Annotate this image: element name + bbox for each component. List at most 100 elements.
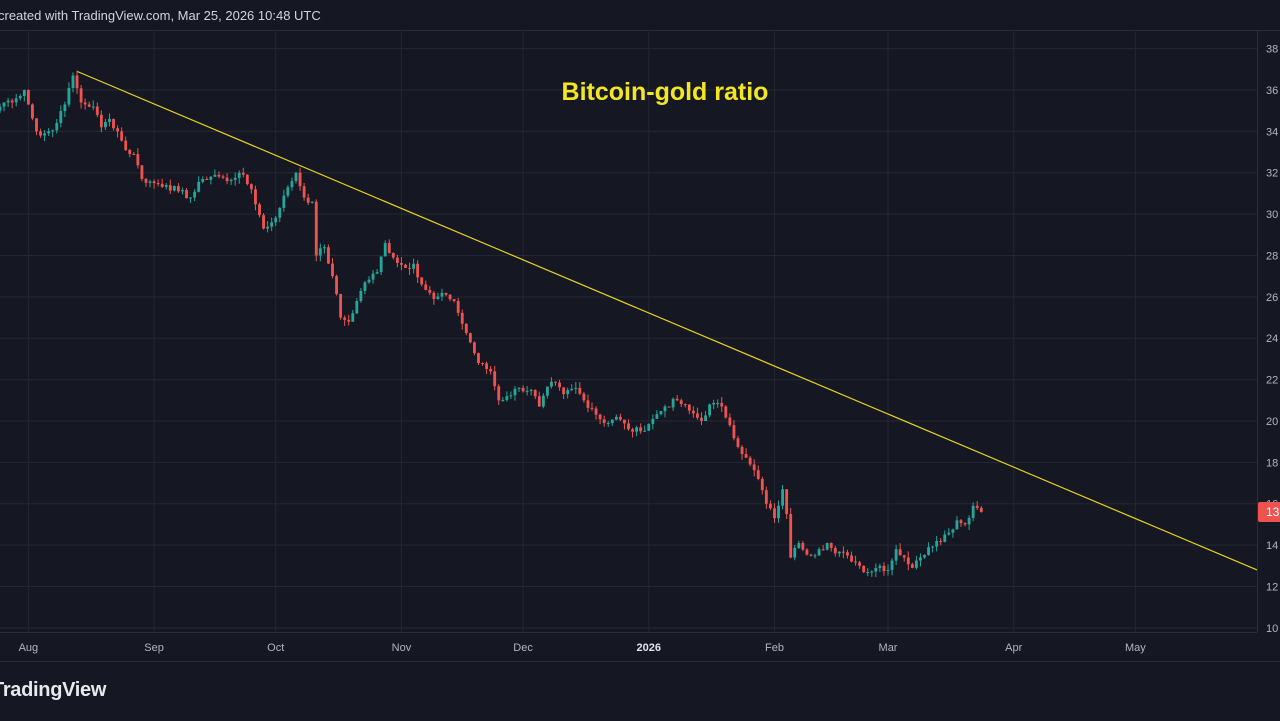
candle-body xyxy=(367,279,371,283)
candle-body xyxy=(270,222,274,227)
candle-body xyxy=(278,207,282,218)
tradingview-logo[interactable]: TradingView xyxy=(0,679,107,701)
candle-body xyxy=(254,189,257,205)
candle-body xyxy=(894,549,898,561)
candle-body xyxy=(432,292,436,299)
y-tick-label: 26 xyxy=(1266,292,1278,304)
candle-body xyxy=(525,390,529,392)
candle-body xyxy=(517,387,521,389)
candle-body xyxy=(294,172,298,182)
y-tick-label: 22 xyxy=(1266,375,1278,387)
candle-body xyxy=(176,186,180,192)
candle-body xyxy=(412,263,416,269)
candle-body xyxy=(554,381,557,383)
candle-body xyxy=(578,387,582,394)
candle-body xyxy=(229,179,233,182)
candle-body xyxy=(821,549,825,551)
candle-body xyxy=(533,389,537,397)
candle-body xyxy=(854,561,857,563)
candle-body xyxy=(651,418,655,425)
candle-body xyxy=(910,564,914,568)
candle-body xyxy=(797,543,801,548)
candle-body xyxy=(136,154,140,166)
candle-body xyxy=(39,131,42,136)
candle-body xyxy=(148,181,152,183)
candle-body xyxy=(404,264,407,268)
candle-body xyxy=(128,149,132,154)
candle-body xyxy=(939,540,943,542)
candle-body xyxy=(237,172,241,178)
candle-body xyxy=(675,398,679,401)
candle-body xyxy=(769,503,772,509)
candle-body xyxy=(805,549,809,555)
candle-body xyxy=(298,172,302,187)
candle-body xyxy=(635,427,639,432)
candle-body xyxy=(59,111,63,124)
grid-lines xyxy=(0,30,1257,632)
candle-body xyxy=(521,387,525,392)
candle-body xyxy=(809,554,813,556)
candle-body xyxy=(266,226,270,229)
candle-body xyxy=(537,396,541,407)
candle-body xyxy=(513,388,517,396)
y-tick-label: 20 xyxy=(1266,416,1278,428)
candle-body xyxy=(663,406,667,412)
candle-body xyxy=(274,217,278,223)
x-tick-label: Aug xyxy=(19,642,39,654)
y-tick-label: 14 xyxy=(1266,540,1278,552)
candle-body xyxy=(919,557,922,561)
candle-body xyxy=(975,505,979,508)
chart-area[interactable]: 383634323028262422201816141210 AugSepOct… xyxy=(0,0,1280,661)
candle-body xyxy=(201,178,205,182)
candle-body xyxy=(140,165,144,179)
candle-body xyxy=(683,404,687,406)
time-axis[interactable]: Aug Sep Oct Nov Dec 2026 Feb Mar Apr May xyxy=(19,642,1147,654)
candle-body xyxy=(371,273,375,280)
candle-body xyxy=(732,425,736,439)
candle-body xyxy=(448,294,452,300)
candle-body xyxy=(424,284,428,290)
candle-body xyxy=(31,104,34,119)
candle-body xyxy=(923,554,926,558)
candle-body xyxy=(740,446,744,455)
trendline xyxy=(76,70,1258,571)
candle-body xyxy=(456,301,460,313)
candle-body xyxy=(639,427,643,432)
candle-body xyxy=(959,520,963,524)
candle-body xyxy=(545,386,549,396)
candle-body xyxy=(67,87,71,105)
candle-body xyxy=(391,252,395,258)
candle-body xyxy=(687,404,691,411)
candle-body xyxy=(262,215,265,229)
candle-body xyxy=(359,290,363,302)
candle-body xyxy=(813,555,817,557)
candle-body xyxy=(18,95,22,99)
candle-body xyxy=(643,430,647,432)
candle-body xyxy=(436,296,440,299)
candle-body xyxy=(485,363,488,369)
candle-body xyxy=(75,75,79,89)
candle-body xyxy=(785,489,789,515)
candle-body xyxy=(99,114,103,128)
candle-body xyxy=(943,534,947,542)
candle-body xyxy=(63,104,67,112)
candle-body xyxy=(890,560,894,570)
last-price-tag: 13 xyxy=(1258,502,1280,523)
candle-body xyxy=(858,562,862,566)
candle-body xyxy=(213,174,217,177)
candle-body xyxy=(610,419,614,424)
candle-body xyxy=(375,272,379,274)
candle-body xyxy=(582,393,586,401)
candle-body xyxy=(748,457,752,465)
candle-body xyxy=(898,549,902,556)
footer: TradingView xyxy=(0,661,1280,721)
x-tick-label: Dec xyxy=(513,642,533,654)
candle-body xyxy=(931,546,935,548)
candle-body xyxy=(509,395,513,397)
candle-body xyxy=(716,402,720,404)
candle-body xyxy=(598,414,602,420)
y-tick-label: 32 xyxy=(1266,168,1278,180)
price-axis[interactable]: 383634323028262422201816141210 xyxy=(1266,44,1278,635)
candle-body xyxy=(789,514,793,558)
x-tick-label: Mar xyxy=(879,642,898,654)
